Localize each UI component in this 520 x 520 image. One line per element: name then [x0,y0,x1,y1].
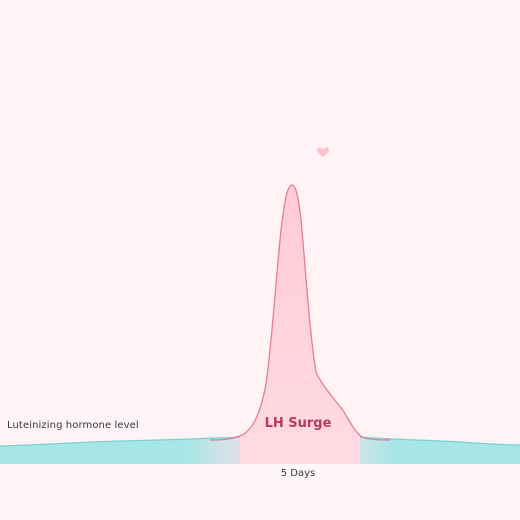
baseline-line [0,436,520,447]
lh-surge-label: LH Surge [264,416,332,431]
heart-icon [317,147,329,157]
duration-label: 5 Days [280,468,316,479]
hormone-level-label: Luteinizing hormone level [7,420,139,431]
timeline-strip [0,464,520,520]
surge-curve [209,184,391,441]
